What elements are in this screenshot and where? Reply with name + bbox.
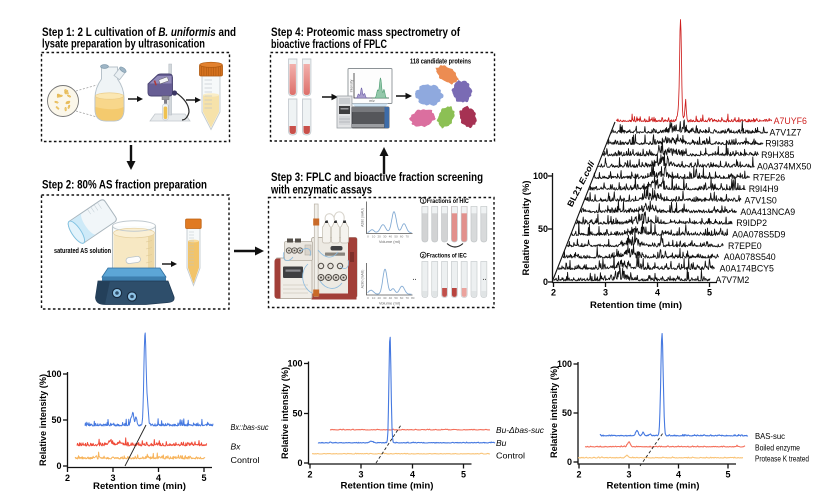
svg-text:saturated AS solution: saturated AS solution [54, 248, 111, 255]
svg-text:Relative intensity (%): Relative intensity (%) [280, 367, 290, 459]
svg-text:Step 2: 80% AS fraction prepar: Step 2: 80% AS fraction preparation [42, 178, 207, 192]
svg-text:Retention time (min): Retention time (min) [590, 300, 682, 310]
svg-text:50: 50 [51, 415, 61, 425]
svg-text:80: 80 [411, 296, 415, 300]
svg-text:..: .. [413, 275, 417, 282]
svg-text:30: 30 [383, 235, 387, 239]
svg-text:A7V1Z7: A7V1Z7 [769, 127, 801, 137]
svg-text:Bu: Bu [496, 438, 507, 448]
svg-text:bioactive fractions of FPLC: bioactive fractions of FPLC [271, 37, 387, 51]
svg-text:30: 30 [383, 296, 387, 300]
svg-text:10: 10 [372, 235, 376, 239]
svg-text:Fractions of HIC: Fractions of HIC [427, 198, 469, 205]
svg-text:R9I4H9: R9I4H9 [749, 184, 779, 194]
svg-text:3: 3 [358, 470, 363, 480]
svg-text:100: 100 [557, 359, 572, 369]
svg-text:A0A078S540: A0A078S540 [724, 252, 776, 262]
svg-text:0: 0 [543, 277, 548, 287]
svg-text:2: 2 [307, 470, 312, 480]
svg-text:118 candidate proteins: 118 candidate proteins [410, 59, 471, 66]
svg-text:50: 50 [538, 224, 548, 234]
svg-text:Boiled enzyme: Boiled enzyme [755, 443, 800, 453]
svg-text:Bu-Δbas-suc: Bu-Δbas-suc [496, 425, 545, 435]
svg-text:R7EPE0: R7EPE0 [728, 241, 762, 251]
svg-text:Step 3: FPLC and bioactive fra: Step 3: FPLC and bioactive fraction scre… [271, 170, 483, 184]
svg-text:1: 1 [422, 199, 425, 205]
svg-text:m/z: m/z [369, 99, 375, 103]
svg-text:Control: Control [496, 451, 525, 461]
svg-text:3: 3 [603, 288, 608, 298]
svg-text:40: 40 [389, 296, 393, 300]
svg-text:50: 50 [394, 296, 398, 300]
svg-text:Retention time (min): Retention time (min) [607, 481, 700, 492]
svg-text:4: 4 [676, 470, 681, 480]
svg-text:0: 0 [367, 296, 369, 300]
svg-text:A7V7M2: A7V7M2 [716, 275, 750, 285]
svg-text:3: 3 [626, 470, 631, 480]
svg-text:Control: Control [231, 455, 260, 465]
svg-text:Relative intensity (%): Relative intensity (%) [521, 181, 531, 276]
svg-text:20: 20 [378, 235, 382, 239]
svg-text:with enzymatic assays: with enzymatic assays [270, 183, 372, 197]
svg-text:..: .. [483, 275, 487, 282]
svg-text:50: 50 [292, 409, 302, 419]
svg-text:Volume (ml): Volume (ml) [379, 301, 401, 306]
svg-text:A0A413NCA9: A0A413NCA9 [740, 207, 795, 217]
svg-text:5: 5 [201, 473, 206, 483]
svg-text:5: 5 [461, 470, 466, 480]
svg-text:A7V1S0: A7V1S0 [745, 195, 777, 205]
svg-text:2: 2 [576, 470, 581, 480]
svg-text:50: 50 [394, 235, 398, 239]
svg-text:Intensity: Intensity [349, 79, 353, 92]
svg-text:Relative intensity (%): Relative intensity (%) [38, 374, 48, 466]
svg-text:Volume (ml): Volume (ml) [379, 239, 401, 244]
svg-text:A0A174BCY5: A0A174BCY5 [720, 264, 774, 274]
svg-text:A280 (mAU): A280 (mAU) [361, 270, 365, 289]
svg-text:A0A078S5D9: A0A078S5D9 [732, 229, 785, 239]
svg-text:2: 2 [551, 288, 556, 298]
svg-text:4: 4 [156, 473, 161, 483]
svg-text:0: 0 [367, 235, 369, 239]
svg-text:0: 0 [297, 458, 302, 468]
svg-text:100: 100 [287, 359, 302, 369]
svg-text:4: 4 [655, 288, 660, 298]
svg-text:R7EF26: R7EF26 [753, 173, 785, 183]
svg-text:Fractions of IEC: Fractions of IEC [427, 253, 467, 260]
svg-text:20: 20 [378, 296, 382, 300]
svg-text:100: 100 [533, 171, 548, 181]
svg-text:2: 2 [422, 253, 425, 259]
svg-text:60: 60 [400, 296, 404, 300]
svg-text:10: 10 [372, 296, 376, 300]
svg-text:2: 2 [65, 473, 70, 483]
svg-text:4: 4 [410, 470, 415, 480]
svg-text:0: 0 [56, 461, 61, 471]
svg-text:R9HX85: R9HX85 [761, 150, 794, 160]
svg-text:70: 70 [406, 296, 410, 300]
svg-text:50: 50 [562, 408, 572, 418]
svg-text:Protease K treated: Protease K treated [755, 454, 809, 464]
svg-text:Step 1: 2 L cultivation of B.: Step 1: 2 L cultivation of B. uniformis … [42, 25, 236, 39]
svg-text:Bx: Bx [231, 442, 242, 452]
svg-text:Step 4: Proteomic mass spectro: Step 4: Proteomic mass spectrometry of [271, 25, 461, 39]
svg-text:0: 0 [567, 457, 572, 467]
svg-text:70: 70 [406, 235, 410, 239]
svg-text:Relative intensity (%): Relative intensity (%) [549, 366, 559, 458]
svg-text:R9I383: R9I383 [765, 139, 793, 149]
svg-text:3: 3 [110, 473, 115, 483]
svg-text:5: 5 [707, 288, 712, 298]
svg-text:R9IDP2: R9IDP2 [736, 218, 767, 228]
svg-text:lysate preparation by ultrason: lysate preparation by ultrasonication [42, 37, 205, 51]
svg-text:60: 60 [400, 235, 404, 239]
svg-text:BAS-suc: BAS-suc [755, 431, 786, 441]
svg-text:100: 100 [46, 369, 61, 379]
svg-text:5: 5 [725, 470, 730, 480]
svg-text:Retention time (min): Retention time (min) [93, 481, 186, 492]
svg-text:A280 (mAU): A280 (mAU) [361, 208, 365, 227]
svg-text:A0A374MX50: A0A374MX50 [757, 161, 811, 171]
svg-text:A7UYF6: A7UYF6 [774, 116, 807, 126]
svg-text:40: 40 [389, 235, 393, 239]
svg-text:Bx::bas-suc: Bx::bas-suc [231, 422, 270, 432]
svg-text:Retention time (min): Retention time (min) [341, 481, 434, 492]
